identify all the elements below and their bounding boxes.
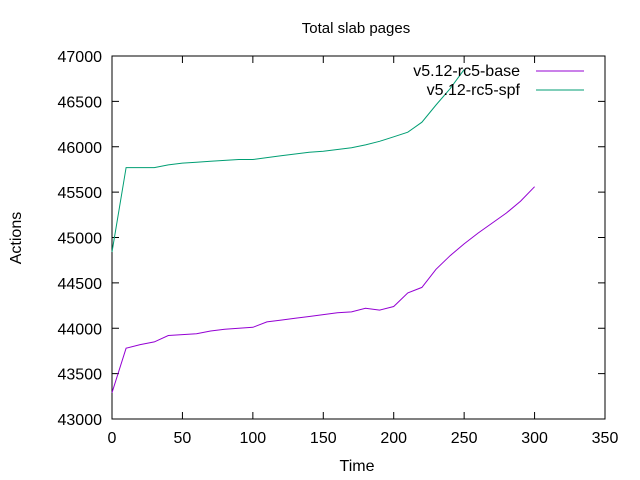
legend-label-1: v5.12-rc5-spf bbox=[427, 82, 521, 99]
y-tick-label: 45000 bbox=[58, 231, 103, 248]
x-tick-label: 250 bbox=[451, 430, 478, 447]
x-tick-label: 200 bbox=[380, 430, 407, 447]
y-tick-label: 47000 bbox=[58, 49, 103, 66]
y-tick-label: 44500 bbox=[58, 276, 103, 293]
y-tick-label: 43500 bbox=[58, 367, 103, 384]
legend: v5.12-rc5-base v5.12-rc5-spf bbox=[413, 63, 584, 99]
y-tick-label: 46000 bbox=[58, 140, 103, 157]
x-tick-label: 150 bbox=[310, 430, 337, 447]
x-tick-label: 50 bbox=[174, 430, 192, 447]
y-axis-label: Actions bbox=[8, 212, 25, 264]
y-tick-label: 46500 bbox=[58, 94, 103, 111]
series-line-1 bbox=[111, 69, 465, 253]
x-tick-label: 300 bbox=[521, 430, 548, 447]
y-tick-label: 45500 bbox=[58, 185, 103, 202]
legend-label-0: v5.12-rc5-base bbox=[413, 63, 520, 80]
y-tick-label: 44000 bbox=[58, 321, 103, 338]
x-tick-label: 100 bbox=[240, 430, 267, 447]
axis-ticks: 0 50 100 150 200 250 300 350 43000 43500 44000 4450… bbox=[58, 49, 619, 447]
series-line-0 bbox=[111, 186, 535, 393]
x-tick-label: 0 bbox=[108, 430, 117, 447]
chart-title: Total slab pages bbox=[302, 20, 410, 37]
x-tick-label: 350 bbox=[592, 430, 619, 447]
x-axis-label: Time bbox=[340, 458, 375, 475]
plot-frame bbox=[111, 55, 606, 420]
y-tick-label: 43000 bbox=[58, 412, 103, 429]
series-lines bbox=[111, 69, 535, 393]
